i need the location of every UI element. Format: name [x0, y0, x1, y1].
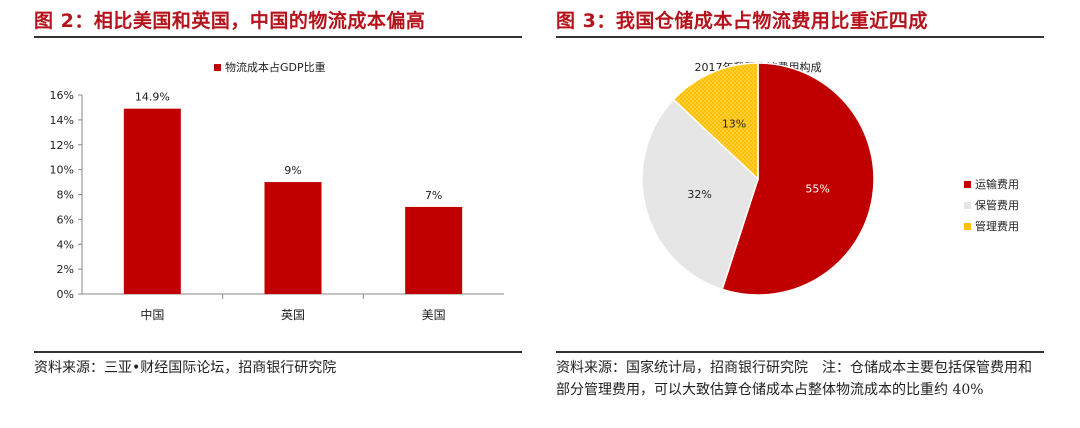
- y-tick-label: 0%: [57, 288, 74, 301]
- pie-chart-source: 资料来源：国家统计局，招商银行研究院 注：仓储成本主要包括保管费用和部分管理费用…: [556, 360, 1032, 398]
- bar-chart-figure-title: 图 2：相比美国和英国，中国的物流成本偏高: [34, 10, 426, 32]
- source-rule: [34, 351, 522, 353]
- y-tick-label: 2%: [57, 263, 74, 276]
- x-tick-label: 英国: [281, 308, 305, 322]
- y-tick-label: 12%: [50, 139, 74, 152]
- y-tick-label: 6%: [57, 213, 74, 226]
- bar: [123, 108, 181, 295]
- legend-swatch: [964, 181, 971, 188]
- bar-chart: 物流成本占GDP比重 0% 2% 4% 6% 8% 10% 12% 14% 16% 14.9% 中国 9…: [50, 60, 504, 322]
- bar: [264, 182, 322, 294]
- bar-chart-source: 资料来源：三亚•财经国际论坛，招商银行研究院: [34, 360, 337, 376]
- bar-data-label: 7%: [425, 189, 442, 202]
- y-tick-label: 10%: [50, 164, 74, 177]
- pie-chart-figure-title: 图 3：我国仓储成本占物流费用比重近四成: [556, 10, 928, 32]
- bar-data-label: 9%: [284, 164, 301, 177]
- legend-label: 物流成本占GDP比重: [225, 60, 326, 74]
- pie-slice: [641, 98, 759, 291]
- pie-data-label: 55%: [805, 182, 829, 195]
- y-tick-label: 8%: [57, 189, 74, 202]
- pie-slice: [672, 62, 759, 181]
- legend-swatch: [964, 223, 971, 230]
- y-tick-label: 16%: [50, 89, 74, 102]
- y-tick-label: 4%: [57, 238, 74, 251]
- x-tick-label: 中国: [140, 307, 164, 322]
- pie-slice: [721, 62, 875, 296]
- x-tick-label: 美国: [422, 308, 446, 322]
- legend-label: 运输费用: [975, 177, 1019, 191]
- pie-data-label: 32%: [687, 188, 711, 201]
- bar: [405, 206, 463, 294]
- title-rule: [556, 36, 1044, 38]
- bar-data-label: 14.9%: [135, 91, 170, 104]
- legend-label: 管理费用: [975, 219, 1019, 233]
- legend-label: 保管费用: [975, 198, 1019, 212]
- legend-swatch: [964, 202, 971, 209]
- title-rule: [34, 36, 522, 38]
- y-tick-label: 14%: [50, 114, 74, 127]
- pie-data-label: 13%: [722, 118, 746, 131]
- legend-swatch: [214, 64, 221, 71]
- source-rule: [556, 351, 1044, 353]
